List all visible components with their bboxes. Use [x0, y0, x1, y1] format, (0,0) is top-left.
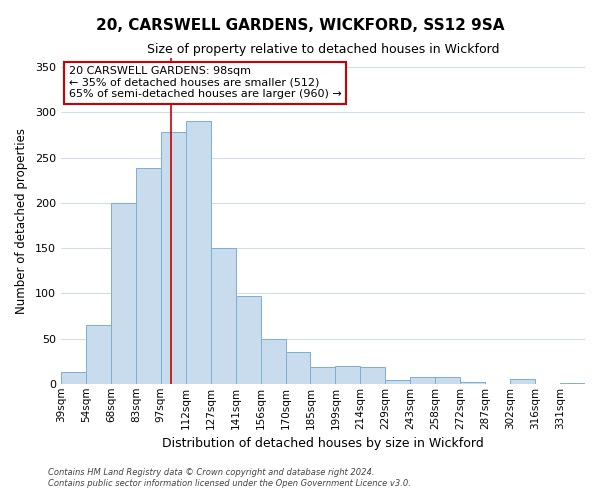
Bar	[61, 372, 86, 384]
Bar	[86, 325, 111, 384]
Bar	[211, 248, 236, 384]
Text: 20, CARSWELL GARDENS, WICKFORD, SS12 9SA: 20, CARSWELL GARDENS, WICKFORD, SS12 9SA	[96, 18, 504, 32]
Bar	[560, 383, 585, 384]
Y-axis label: Number of detached properties: Number of detached properties	[15, 128, 28, 314]
Bar	[236, 296, 260, 384]
Bar	[435, 378, 460, 384]
Bar	[286, 352, 310, 384]
Bar	[385, 380, 410, 384]
Bar	[335, 366, 361, 384]
Title: Size of property relative to detached houses in Wickford: Size of property relative to detached ho…	[147, 42, 499, 56]
Bar	[460, 382, 485, 384]
Bar	[136, 168, 161, 384]
Bar	[186, 122, 211, 384]
Bar	[510, 379, 535, 384]
Bar	[361, 368, 385, 384]
Bar	[260, 340, 286, 384]
Bar	[161, 132, 186, 384]
X-axis label: Distribution of detached houses by size in Wickford: Distribution of detached houses by size …	[162, 437, 484, 450]
Text: Contains HM Land Registry data © Crown copyright and database right 2024.
Contai: Contains HM Land Registry data © Crown c…	[48, 468, 411, 487]
Text: 20 CARSWELL GARDENS: 98sqm
← 35% of detached houses are smaller (512)
65% of sem: 20 CARSWELL GARDENS: 98sqm ← 35% of deta…	[69, 66, 341, 100]
Bar	[111, 203, 136, 384]
Bar	[410, 376, 435, 384]
Bar	[310, 368, 335, 384]
